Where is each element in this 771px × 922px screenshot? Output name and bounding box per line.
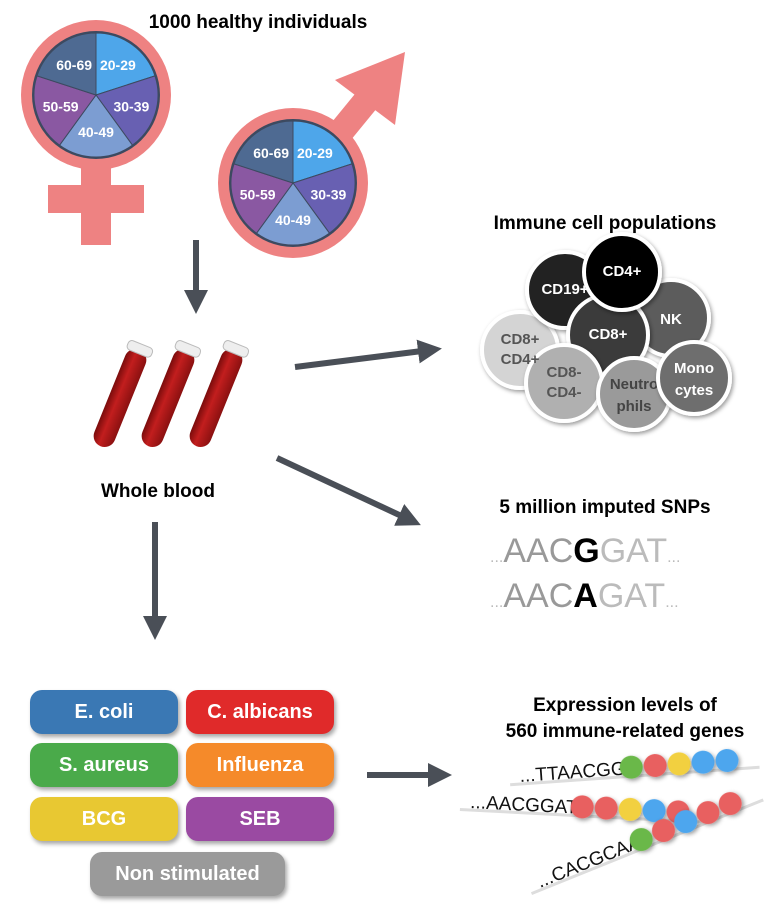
- cell-label-cd8-: CD8+: [588, 326, 628, 343]
- female-slice-label: 50-59: [43, 98, 79, 114]
- title-line: 1000 healthy individuals: [149, 12, 368, 33]
- immune-title: Immune cell populations: [494, 213, 717, 234]
- blood-tubes: [93, 340, 250, 448]
- expression-bead: [691, 750, 715, 774]
- cell-label-cd8-cd4-: CD8- CD4-: [546, 364, 582, 401]
- expression-bead: [643, 754, 667, 778]
- whole-blood-label: Whole blood: [101, 481, 215, 502]
- cell-cd4-: [582, 232, 662, 312]
- expression-bead: [619, 755, 643, 779]
- female-symbol: 20-29 30-39 40-49 50-59 60-69: [21, 20, 171, 245]
- expression-bead: [651, 819, 675, 843]
- female-slice-label: 30-39: [113, 98, 149, 114]
- male-slice-label: 30-39: [310, 186, 346, 202]
- expression-read: ...AACGGAT: [459, 792, 710, 825]
- expression-reads: ...TTAACGG ...AACGGAT ...CACGCAA: [459, 749, 764, 895]
- male-slice-40-49: [255, 182, 331, 246]
- female-slice-label: 40-49: [78, 124, 114, 140]
- cell-label-monocytes: cytes: [675, 382, 713, 399]
- cell-label-neutrophils: Neutro: [610, 376, 658, 393]
- snp-row: ...AACGGAT...: [490, 532, 680, 570]
- male-slice-label: 40-49: [275, 212, 311, 228]
- male-slice-20-29: [292, 120, 353, 184]
- stimulus-bcg: BCG: [30, 797, 178, 841]
- snps-title: 5 million imputed SNPs: [499, 497, 710, 518]
- blood-tube: [189, 340, 250, 448]
- cell-label-nk: NK: [660, 311, 682, 328]
- cell-label-cd8-cd4-: CD8+ CD4+: [500, 331, 540, 368]
- expression-bead: [618, 797, 642, 821]
- snp-sequences: ...AACGGAT... ...AACAGAT...: [490, 532, 680, 615]
- expression-bead: [594, 796, 618, 820]
- arrow-to-snps: [275, 455, 421, 526]
- stimulus-influenza: Influenza: [186, 743, 334, 787]
- blood-tube: [141, 340, 202, 448]
- male-slice-30-39: [292, 163, 356, 234]
- female-slice-20-29: [95, 32, 156, 96]
- male-slice-label: 20-29: [297, 145, 333, 161]
- female-slice-label: 60-69: [56, 57, 92, 73]
- expression-title-1: Expression levels of: [533, 695, 717, 716]
- arrow-to-cells: [294, 339, 442, 370]
- male-slice-50-59: [230, 163, 294, 234]
- expression-bead: [674, 810, 698, 834]
- male-slice-60-69: [233, 120, 294, 184]
- expression-bead: [718, 792, 742, 816]
- female-slice-30-39: [95, 75, 159, 146]
- stimulus-e-coli: E. coli: [30, 690, 178, 734]
- male-age-pie: 20-29 30-39 40-49 50-59 60-69: [229, 119, 357, 247]
- svg-text:...AACGGAT: ...AACGGAT: [470, 792, 579, 819]
- male-slice-label: 50-59: [240, 186, 276, 202]
- female-age-pie: 20-29 30-39 40-49 50-59 60-69: [32, 31, 160, 159]
- cell-neutrophils: Neutro phils: [596, 356, 672, 432]
- male-slice-label: 60-69: [253, 145, 289, 161]
- female-slice-50-59: [33, 75, 97, 146]
- stimulus-s-aureus: S. aureus: [30, 743, 178, 787]
- svg-text:...CACGCAA: ...CACGCAA: [534, 832, 644, 893]
- svg-text:...TTAACGG: ...TTAACGG: [519, 759, 626, 787]
- blood-tube: [93, 340, 154, 448]
- expression-bead: [715, 749, 739, 773]
- cell-label-cd4-: CD4+: [602, 263, 642, 280]
- expression-read: ...TTAACGG: [510, 749, 760, 787]
- cell-label-monocytes: Mono: [674, 360, 714, 377]
- snp-row: ...AACAGAT...: [490, 577, 679, 615]
- cell-monocytes: Mono cytes: [656, 340, 732, 416]
- stimulus-non-stimulated: Non stimulated: [90, 852, 285, 896]
- stimulus-seb: SEB: [186, 797, 334, 841]
- male-symbol: 20-29 30-39 40-49 50-59 60-69: [218, 52, 405, 258]
- stimulus-c-albicans: C. albicans: [186, 690, 334, 734]
- expression-bead: [629, 828, 653, 852]
- female-slice-label: 20-29: [100, 57, 136, 73]
- expression-bead: [642, 799, 666, 823]
- expression-bead: [667, 752, 691, 776]
- expression-bead: [570, 795, 594, 819]
- immune-cell-cluster: NK Neutro phils Mono cytes: [480, 232, 732, 432]
- cell-label-cd19-: CD19+: [541, 281, 589, 298]
- cell-label-neutrophils: phils: [616, 398, 651, 415]
- expression-title-2: 560 immune-related genes: [506, 721, 745, 742]
- female-slice-60-69: [36, 32, 97, 96]
- expression-bead: [696, 801, 720, 825]
- female-slice-40-49: [58, 94, 134, 158]
